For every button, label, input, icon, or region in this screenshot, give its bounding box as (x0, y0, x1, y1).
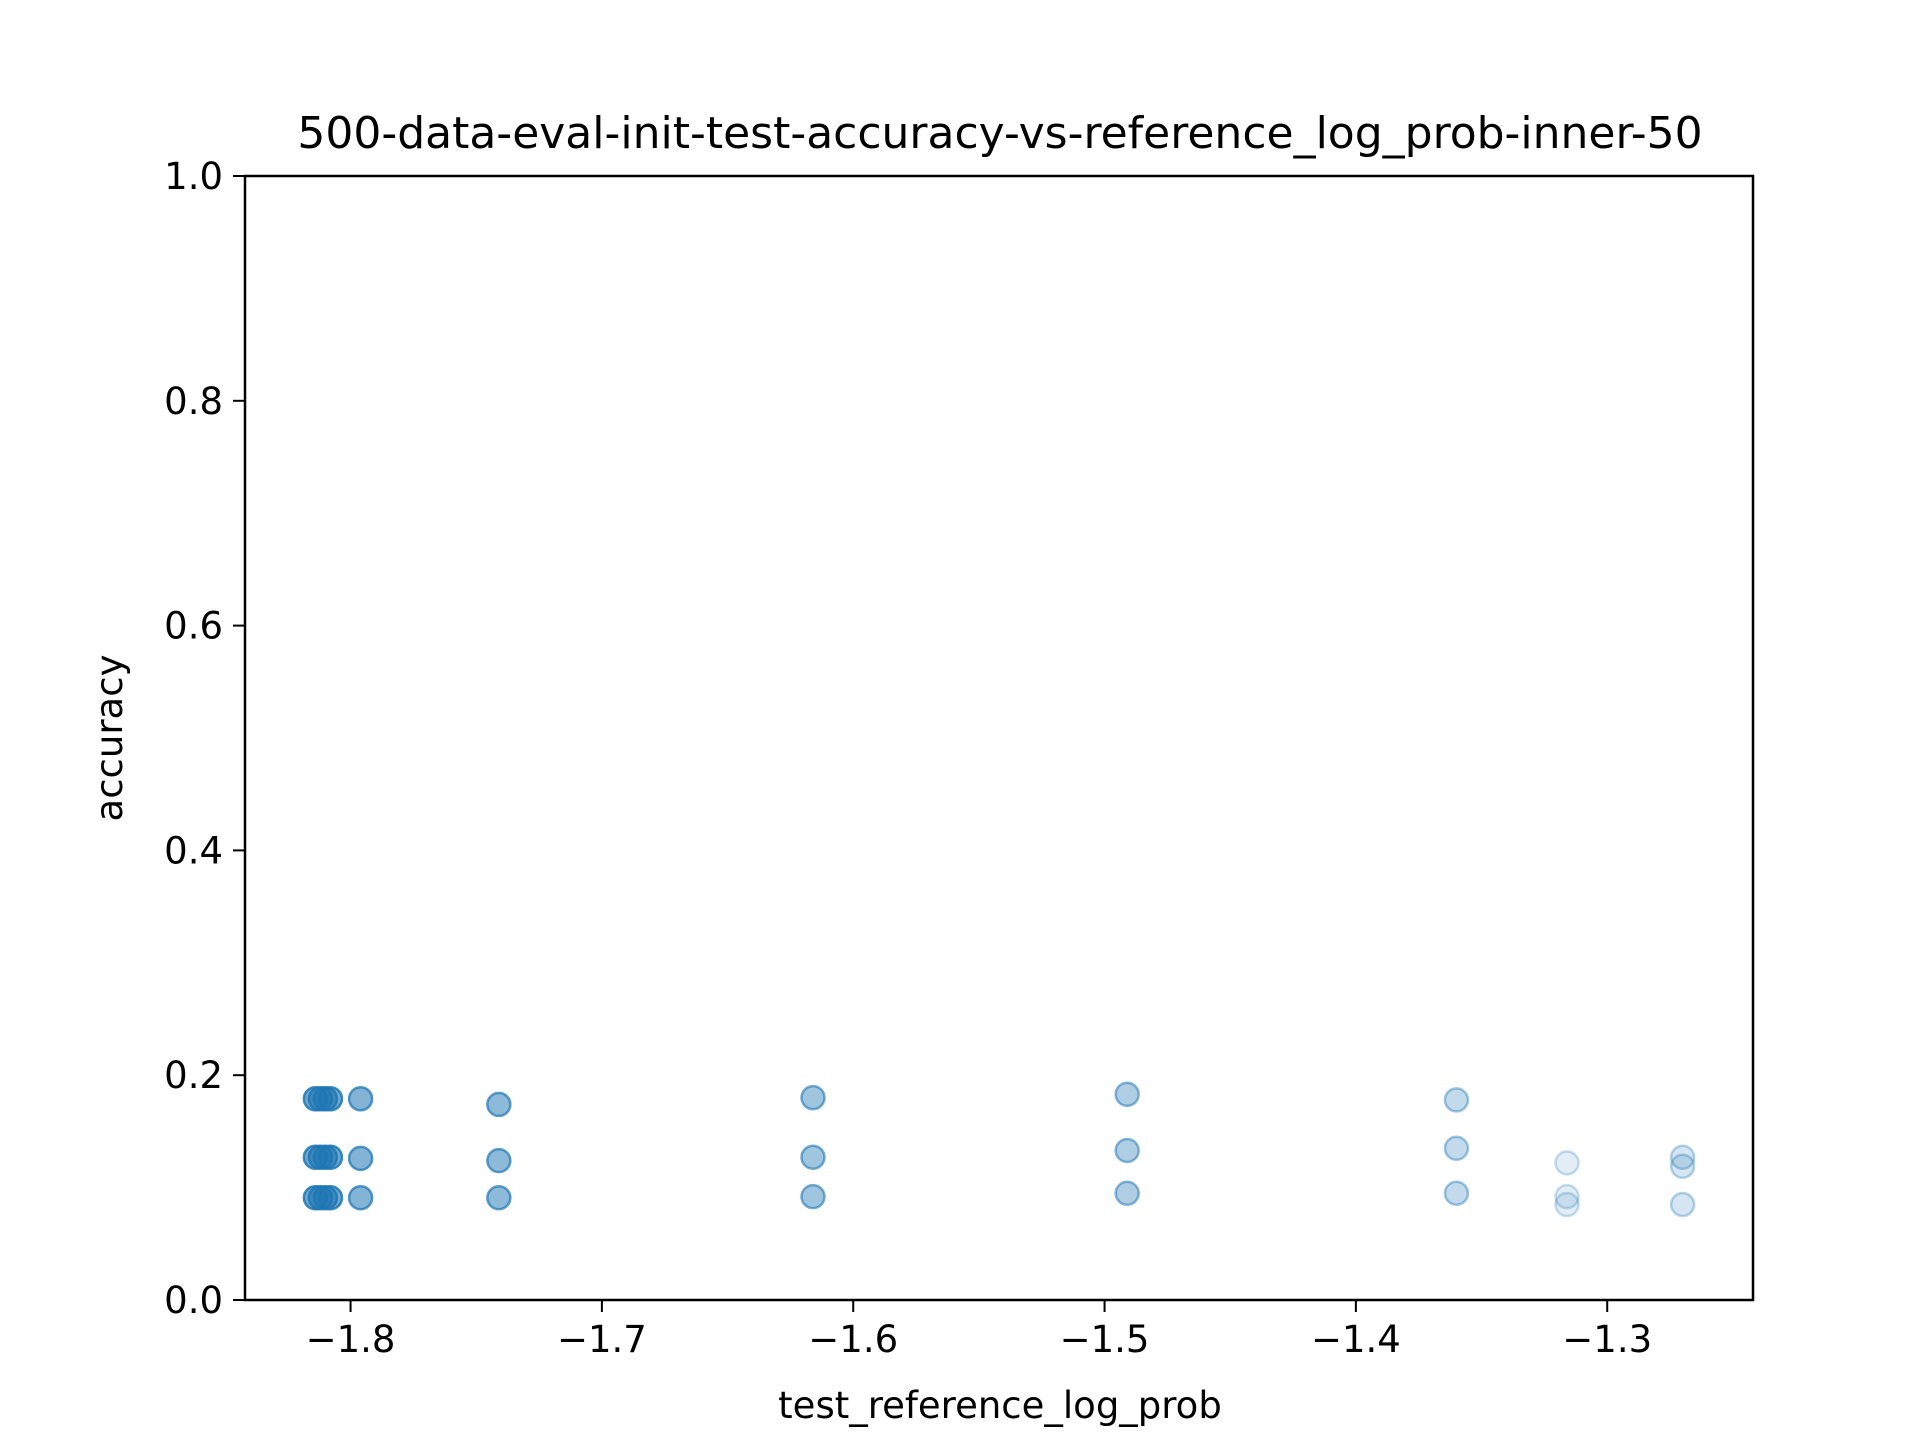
x-axis-ticks: −1.8 −1.7 −1.6 −1.5 −1.4 −1.3 (306, 1300, 1652, 1361)
data-point (317, 1086, 344, 1112)
data-point (1443, 1087, 1470, 1113)
y-axis-ticks: 0.0 0.2 0.4 0.6 0.8 1.0 (164, 155, 245, 1322)
y-tick-label: 0.0 (164, 1279, 223, 1322)
data-point (1114, 1081, 1140, 1108)
data-point (1554, 1191, 1580, 1218)
data-point (800, 1144, 826, 1171)
x-tick-label: −1.4 (1311, 1318, 1401, 1361)
x-axis-label: test_reference_log_prob (778, 1384, 1222, 1427)
data-point (1669, 1153, 1696, 1179)
data-point (1669, 1144, 1696, 1171)
y-tick-label: 1.0 (164, 155, 223, 198)
data-point (1554, 1150, 1580, 1176)
x-tick-label: −1.3 (1562, 1318, 1652, 1361)
data-point (1114, 1180, 1140, 1206)
y-tick-label: 0.4 (164, 829, 223, 872)
y-axis-label: accuracy (88, 655, 131, 822)
data-point (486, 1147, 512, 1174)
plot-frame (243, 174, 1755, 1302)
x-tick-label: −1.5 (1060, 1318, 1150, 1361)
data-point (317, 1144, 344, 1171)
x-tick-label: −1.6 (808, 1318, 898, 1361)
data-point (1114, 1137, 1140, 1164)
data-point (1669, 1191, 1696, 1218)
data-point (1554, 1183, 1580, 1210)
points-layer (302, 1081, 1696, 1218)
data-point (347, 1184, 374, 1211)
data-point (317, 1184, 344, 1211)
y-tick-label: 0.8 (164, 380, 223, 423)
data-point (1443, 1180, 1470, 1206)
data-point (800, 1084, 826, 1111)
data-point (347, 1145, 374, 1172)
data-point (347, 1086, 374, 1112)
data-point (486, 1184, 512, 1211)
data-point (1443, 1135, 1470, 1162)
x-tick-label: −1.7 (557, 1318, 647, 1361)
x-tick-label: −1.8 (306, 1318, 396, 1361)
y-tick-label: 0.6 (164, 605, 223, 648)
data-point (486, 1091, 512, 1118)
chart-title: 500-data-eval-init-test-accuracy-vs-refe… (297, 108, 1702, 159)
data-point (800, 1183, 826, 1210)
y-tick-label: 0.2 (164, 1054, 223, 1097)
